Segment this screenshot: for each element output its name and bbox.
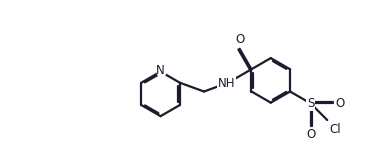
Text: S: S bbox=[307, 97, 314, 110]
Text: N: N bbox=[156, 64, 165, 77]
Text: O: O bbox=[306, 128, 315, 141]
Text: O: O bbox=[336, 97, 345, 110]
Text: Cl: Cl bbox=[329, 123, 341, 136]
Text: O: O bbox=[235, 33, 244, 46]
Text: NH: NH bbox=[218, 77, 235, 90]
